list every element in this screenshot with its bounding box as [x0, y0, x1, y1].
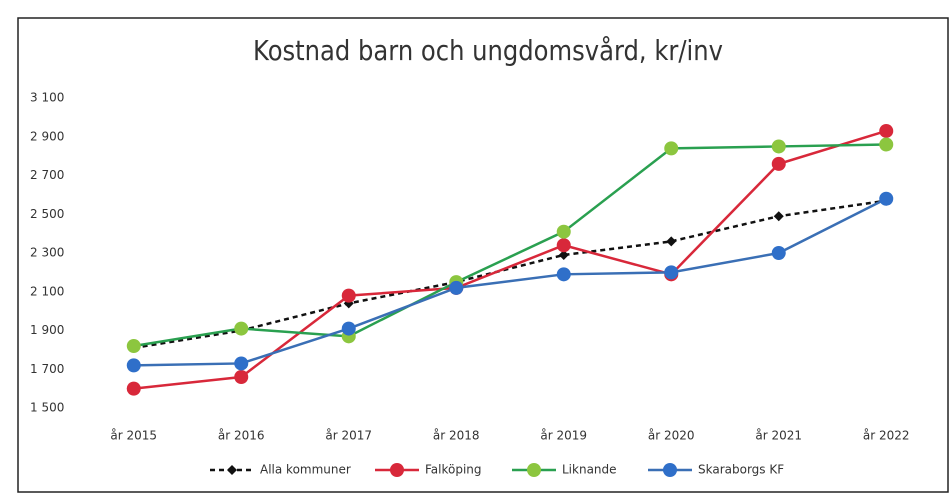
y-tick-label: 1 500	[30, 401, 64, 415]
legend-label: Skaraborgs KF	[698, 463, 784, 477]
x-tick-label: år 2016	[218, 429, 265, 443]
data-point	[556, 238, 571, 253]
x-tick-label: år 2022	[863, 429, 910, 443]
x-tick-label: år 2018	[433, 429, 480, 443]
legend-label: Alla kommuner	[260, 463, 351, 477]
data-point	[879, 137, 894, 152]
data-point	[879, 123, 894, 138]
legend-marker	[527, 463, 541, 477]
x-tick-label: år 2021	[755, 429, 802, 443]
legend-marker	[227, 465, 237, 475]
data-point	[126, 381, 141, 396]
data-point	[771, 139, 786, 154]
y-tick-label: 2 100	[30, 284, 64, 298]
chart-title: Kostnad barn och ungdomsvård, kr/inv	[253, 34, 723, 67]
x-tick-label: år 2019	[540, 429, 587, 443]
data-point	[556, 224, 571, 239]
x-tick-label: år 2020	[648, 429, 695, 443]
data-point	[773, 211, 784, 222]
data-point	[771, 246, 786, 260]
data-point	[234, 356, 249, 371]
y-tick-label: 2 900	[30, 129, 64, 143]
legend-marker	[663, 463, 677, 477]
data-point	[558, 249, 569, 260]
series-line	[133, 143, 887, 348]
data-point	[556, 267, 571, 282]
data-point	[879, 191, 894, 206]
data-point	[449, 280, 464, 295]
series-line	[133, 199, 887, 350]
y-tick-label: 1 700	[30, 362, 64, 376]
data-point	[341, 288, 356, 303]
y-tick-label: 2 700	[30, 168, 64, 182]
data-point	[666, 236, 677, 247]
data-point	[126, 358, 141, 373]
legend-label: Falköping	[425, 463, 482, 477]
x-tick-label: år 2017	[325, 429, 372, 443]
series-line	[133, 197, 887, 367]
data-point	[341, 321, 356, 336]
legend-marker	[390, 463, 404, 477]
data-point	[771, 156, 786, 171]
y-tick-label: 1 900	[30, 323, 64, 337]
legend-label: Liknande	[562, 463, 617, 477]
data-point	[234, 321, 249, 336]
y-tick-label: 2 300	[30, 246, 64, 260]
x-tick-label: år 2015	[110, 429, 157, 443]
data-point	[664, 141, 679, 156]
data-point	[234, 370, 249, 384]
y-tick-label: 3 100	[30, 91, 64, 105]
y-tick-label: 2 500	[30, 207, 64, 221]
data-point	[126, 339, 141, 353]
series-line	[133, 129, 887, 390]
data-point	[664, 265, 679, 280]
chart-frame	[17, 17, 949, 493]
